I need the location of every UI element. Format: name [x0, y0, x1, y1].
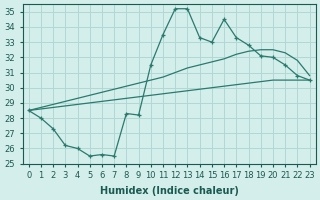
X-axis label: Humidex (Indice chaleur): Humidex (Indice chaleur) — [100, 186, 238, 196]
